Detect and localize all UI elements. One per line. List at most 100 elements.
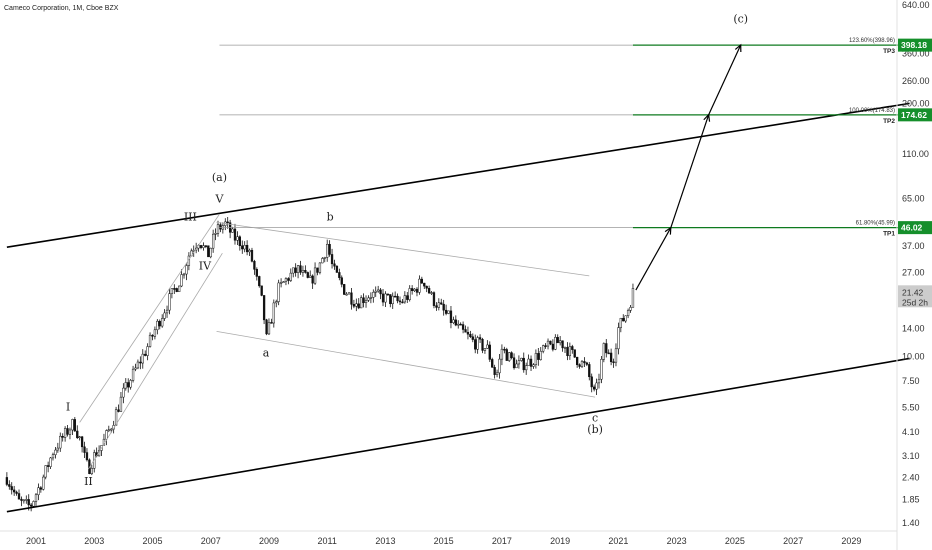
price-tick-label: 640.00: [902, 0, 930, 10]
candle-body: [296, 265, 300, 273]
time-tick-label: 2003: [84, 536, 104, 546]
candle-body: [83, 446, 86, 453]
candle-body: [34, 494, 38, 502]
candle-body: [122, 387, 125, 398]
candle-body: [207, 245, 210, 258]
candle-body: [54, 449, 57, 455]
fib-ratio-label: 100.00%(174.83): [849, 108, 895, 114]
price-tick-label: 3.10: [902, 451, 920, 461]
candle-body: [352, 304, 356, 307]
candle-body: [612, 361, 615, 364]
candle-body: [151, 334, 154, 337]
candle-body: [418, 278, 421, 293]
wave-label: I: [66, 400, 70, 413]
outer-channel-lower: [6, 357, 910, 513]
candle-body: [580, 361, 584, 367]
price-tick-label: 200.00: [902, 98, 930, 108]
candle-body: [393, 295, 397, 298]
candle-body: [178, 285, 181, 292]
candle-body: [119, 396, 123, 412]
candle-body: [226, 221, 229, 224]
candle-body: [61, 435, 64, 438]
candle-body: [51, 454, 55, 459]
candle-body: [559, 340, 562, 344]
candle-body: [452, 319, 455, 323]
candle-body: [139, 361, 142, 364]
time-tick-label: 2025: [725, 536, 745, 546]
candle-body: [544, 345, 547, 347]
current-price-tag: [898, 285, 932, 308]
candle-body: [233, 228, 237, 241]
candle-body: [304, 270, 307, 273]
price-tick-label: 27.00: [902, 268, 925, 278]
candle-body: [73, 419, 76, 432]
wave-label: (b): [587, 423, 603, 436]
candle-body: [478, 337, 482, 340]
candle-body: [39, 487, 43, 490]
candle-body: [607, 352, 610, 355]
candle-body: [401, 301, 404, 304]
arrow-segment: [670, 114, 710, 228]
candle-body: [105, 430, 108, 440]
candle-body: [427, 288, 431, 294]
candle-body: [165, 309, 169, 314]
candle-body: [483, 348, 487, 351]
price-axis[interactable]: 640.00 360.00 260.00 200.00 110.00 65.00 37.00…: [902, 0, 930, 528]
candle-body: [510, 352, 513, 359]
candle-body: [338, 272, 341, 278]
wave-label: (a): [212, 171, 227, 184]
candle-body: [255, 269, 258, 277]
candle-body: [250, 249, 254, 262]
candle-body: [146, 346, 149, 356]
candle-body: [556, 337, 559, 344]
candle-body: [114, 409, 118, 426]
wave-label: III: [184, 211, 197, 224]
candle-body: [46, 465, 50, 467]
candle-body: [493, 367, 496, 375]
wave-label: (c): [733, 13, 748, 26]
candle-body: [110, 428, 113, 431]
candle-body: [289, 272, 292, 281]
target-price-tag-label: 46.02: [901, 223, 923, 233]
candle-body: [369, 297, 373, 299]
candle-body: [175, 288, 178, 292]
time-tick-label: 2001: [26, 536, 46, 546]
candle-body: [282, 281, 285, 283]
price-tick-label: 1.85: [902, 494, 920, 504]
candle-body: [386, 293, 390, 296]
candle-body: [563, 347, 567, 349]
candle-body: [59, 435, 62, 449]
candle-body: [498, 358, 501, 374]
fib-ratio-label: 61.80%(45.99): [856, 221, 895, 227]
candle-body: [503, 348, 506, 351]
candle-body: [435, 305, 438, 308]
candle-body: [575, 356, 579, 365]
candle-body: [270, 322, 273, 324]
time-axis[interactable]: 2001 2003 2005 2007 2009 2011 2013 2015 2017 2019…: [26, 536, 861, 546]
candle-body: [476, 337, 479, 350]
candle-body: [136, 361, 140, 369]
candle-body: [37, 487, 40, 496]
candle-body: [391, 295, 394, 305]
corrective-channel-upper: [216, 221, 590, 277]
candle-body: [185, 265, 188, 275]
candle-body: [605, 343, 608, 354]
candle-body: [275, 301, 278, 304]
candle-body: [522, 357, 525, 371]
candle-body: [204, 245, 208, 247]
corrective-channel-lower: [216, 330, 596, 398]
candle-body: [425, 285, 428, 289]
candle-body: [350, 292, 353, 305]
candle-body: [8, 484, 11, 487]
candle-body: [617, 327, 620, 350]
candle-body: [549, 340, 552, 345]
wave-label: b: [327, 211, 334, 224]
candle-body: [542, 345, 545, 352]
candle-body: [592, 386, 596, 390]
candle-body: [66, 428, 69, 435]
candle-body: [534, 353, 538, 366]
time-tick-label: 2007: [201, 536, 221, 546]
candle-body: [624, 315, 627, 322]
